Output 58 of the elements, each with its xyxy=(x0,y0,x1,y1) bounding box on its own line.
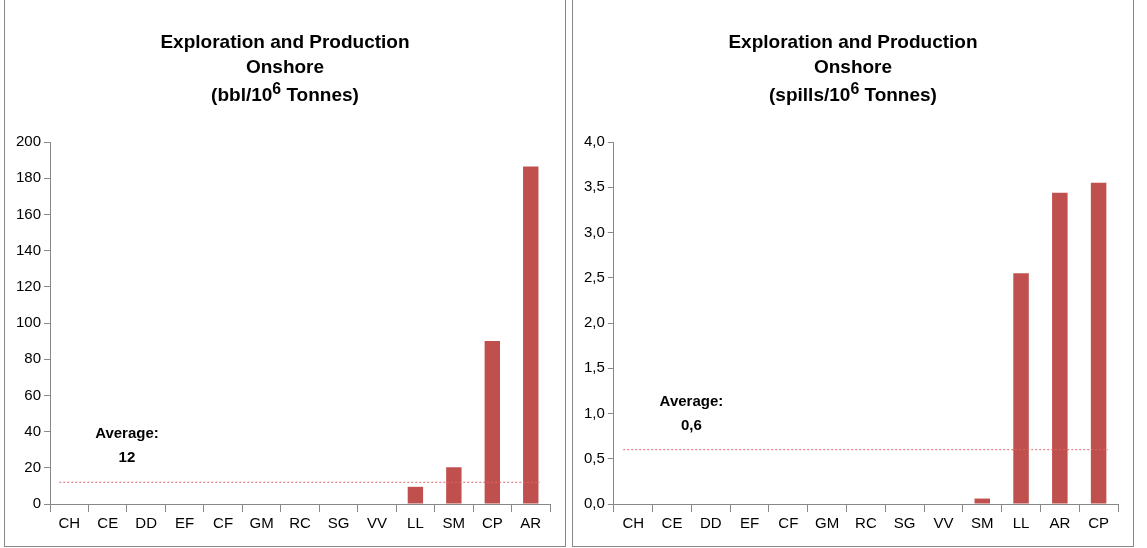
bar xyxy=(1052,192,1068,504)
x-tick-label: VV xyxy=(933,514,954,532)
x-tick-label: CH xyxy=(58,514,81,532)
x-tick-label: CP xyxy=(1088,514,1110,532)
bar xyxy=(523,166,539,504)
y-tick-label: 100 xyxy=(16,313,42,331)
ref-line-label: Average: 0,6 xyxy=(659,391,724,433)
x-tick-label: CE xyxy=(661,514,683,532)
x-tick-label: CF xyxy=(213,514,234,532)
y-tick-label: 200 xyxy=(16,132,42,150)
y-tick-label: 20 xyxy=(24,457,42,475)
x-tick-label: AR xyxy=(1049,514,1071,532)
chart-title: Exploration and Production Onshore (bbl/10$^{6}$ Tonnes) xyxy=(159,30,411,108)
x-tick-label: SM xyxy=(971,514,994,532)
y-tick-label: 160 xyxy=(16,204,42,222)
x-tick-label: DD xyxy=(135,514,158,532)
y-tick-label: 1,5 xyxy=(583,358,605,376)
ref-line-label: Average: 12 xyxy=(95,424,159,466)
x-tick-label: VV xyxy=(366,514,387,532)
x-tick-label: CP xyxy=(481,514,503,532)
y-tick-label: 60 xyxy=(24,385,42,403)
y-tick-label: 0 xyxy=(32,494,42,512)
bar xyxy=(446,467,462,504)
bar xyxy=(1013,273,1029,504)
x-tick-label: SM xyxy=(442,514,466,532)
x-tick-label: CF xyxy=(778,514,799,532)
y-tick-label: 80 xyxy=(24,349,42,367)
y-tick-label: 180 xyxy=(16,168,42,186)
y-tick-label: 2,5 xyxy=(583,267,605,285)
x-tick-label: RC xyxy=(855,514,877,532)
chart-title: Exploration and Production Onshore (spills/10$^{6}$ Tonnes) xyxy=(727,30,979,108)
y-tick-label: 40 xyxy=(24,421,42,439)
x-tick-label: LL xyxy=(407,514,424,532)
y-tick-label: 1,0 xyxy=(583,403,605,421)
x-tick-label: CE xyxy=(97,514,119,532)
y-tick-label: 4,0 xyxy=(583,132,605,150)
x-tick-label: RC xyxy=(289,514,312,532)
y-tick-label: 140 xyxy=(16,240,42,258)
x-tick-label: DD xyxy=(699,514,722,532)
x-tick-label: CH xyxy=(622,514,645,532)
x-tick-label: EF xyxy=(175,514,195,532)
bar xyxy=(407,486,424,504)
y-tick-label: 3,5 xyxy=(583,177,605,195)
y-tick-label: 2,0 xyxy=(583,313,605,331)
bar xyxy=(1090,182,1107,504)
y-tick-label: 0,5 xyxy=(583,448,605,466)
y-tick-label: 0,0 xyxy=(583,494,605,512)
x-tick-label: EF xyxy=(740,514,760,532)
y-tick-label: 3,0 xyxy=(583,222,605,240)
x-tick-label: SG xyxy=(327,514,350,532)
x-tick-label: GM xyxy=(249,514,274,532)
x-tick-label: SG xyxy=(893,514,916,532)
bar xyxy=(484,341,500,504)
bar xyxy=(974,498,991,504)
x-tick-label: GM xyxy=(815,514,840,532)
y-tick-label: 120 xyxy=(16,276,42,294)
x-tick-label: AR xyxy=(520,514,542,532)
x-tick-label: LL xyxy=(1012,514,1030,532)
